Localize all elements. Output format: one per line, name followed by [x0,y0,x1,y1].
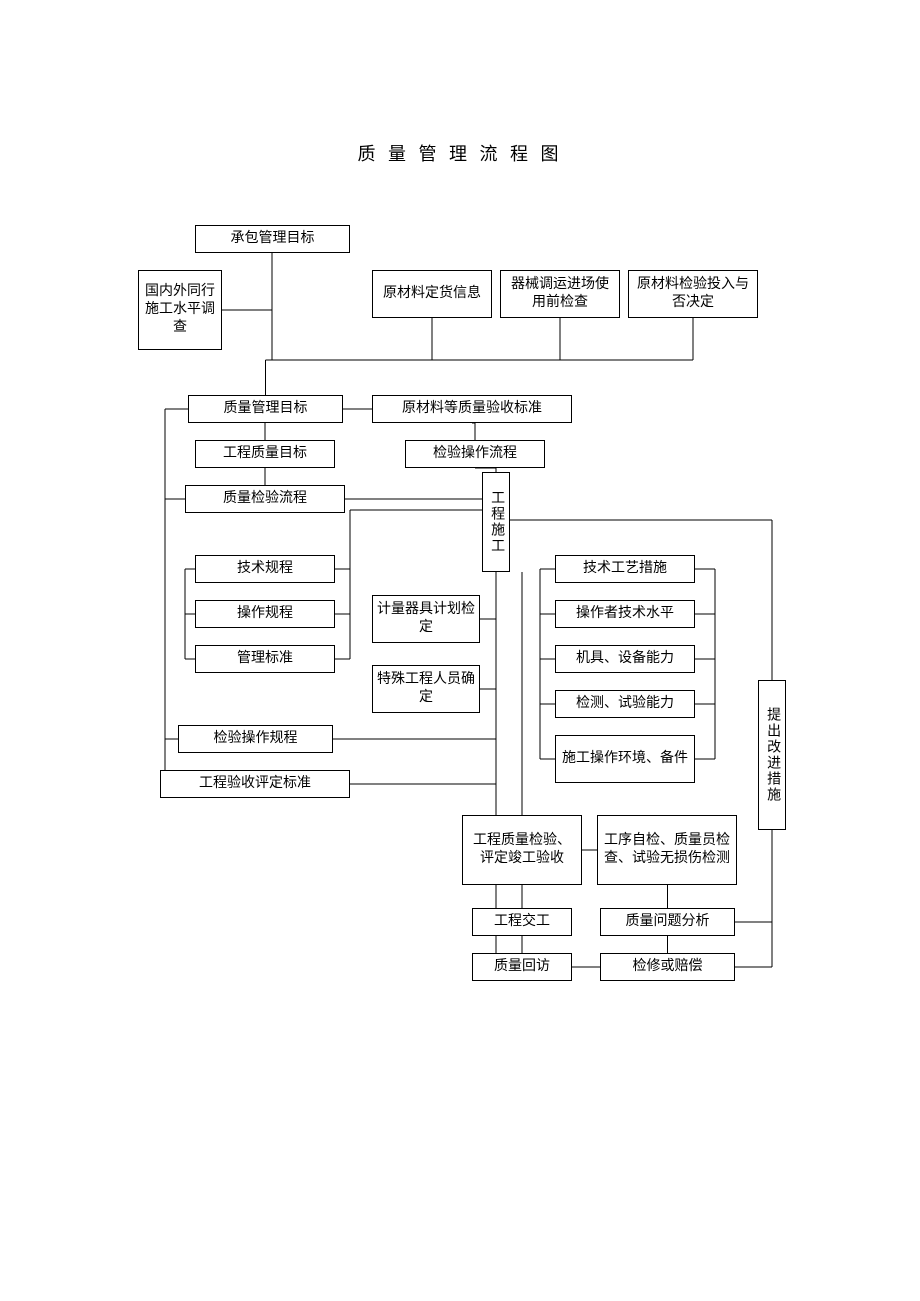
node-n12: 技术规程 [195,555,335,583]
node-n23: 工程验收评定标准 [160,770,350,798]
node-n17: 技术工艺措施 [555,555,695,583]
node-n7: 原材料等质量验收标准 [372,395,572,423]
node-n25: 工序自检、质量员检查、试验无损伤检测 [597,815,737,885]
node-n28: 质量回访 [472,953,572,981]
node-n11: 工程施工 [482,472,510,572]
node-n4: 器械调运进场使用前检查 [500,270,620,318]
node-n15: 计量器具计划检定 [372,595,480,643]
node-n21: 施工操作环境、备件 [555,735,695,783]
node-n20: 检测、试验能力 [555,690,695,718]
node-n8: 工程质量目标 [195,440,335,468]
node-n5: 原材料检验投入与否决定 [628,270,758,318]
node-n3: 原材料定货信息 [372,270,492,318]
node-n9: 检验操作流程 [405,440,545,468]
node-n6: 质量管理目标 [188,395,343,423]
node-n24: 工程质量检验、评定竣工验收 [462,815,582,885]
node-n19: 机具、设备能力 [555,645,695,673]
node-n10: 质量检验流程 [185,485,345,513]
node-n16: 特殊工程人员确定 [372,665,480,713]
node-n26: 工程交工 [472,908,572,936]
page: 质 量 管 理 流 程 图 承包管理目标国内外同行施工水平调查 原材料定货信息器械… [0,0,920,1301]
node-n27: 质量问题分析 [600,908,735,936]
node-n22: 检验操作规程 [178,725,333,753]
node-n2: 国内外同行施工水平调查 [138,270,222,350]
node-n14: 管理标准 [195,645,335,673]
node-n30: 提出改进措施 [758,680,786,830]
diagram-title: 质 量 管 理 流 程 图 [0,140,920,166]
node-n1: 承包管理目标 [195,225,350,253]
node-n29: 检修或赔偿 [600,953,735,981]
node-n18: 操作者技术水平 [555,600,695,628]
node-n13: 操作规程 [195,600,335,628]
edges-layer [0,0,920,1301]
